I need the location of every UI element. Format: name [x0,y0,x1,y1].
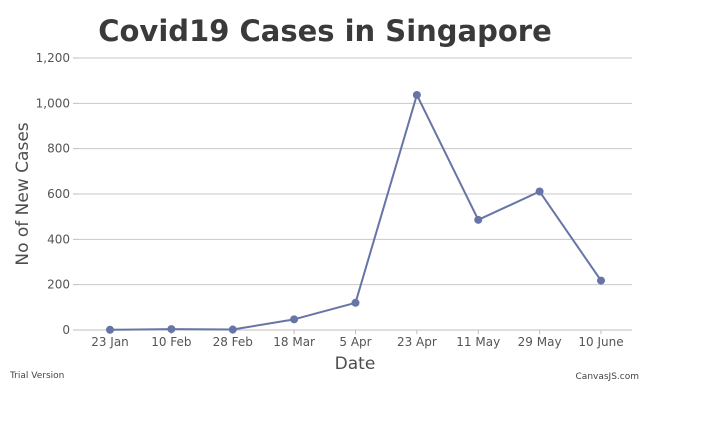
x-tick-label: 28 Feb [213,335,253,349]
y-axis-title: No of New Cases [13,122,33,265]
trial-version-label: Trial Version [9,371,64,381]
x-tick-label: 18 Mar [273,335,315,349]
x-axis-title: Date [335,354,376,374]
x-tick-label: 11 May [456,335,500,349]
data-point[interactable] [290,315,299,324]
x-tick-label: 10 Feb [151,335,191,349]
gridlines [78,57,632,286]
x-tick-label: 23 Jan [91,335,129,349]
y-tick-label: 600 [47,187,70,201]
x-tick-label: 5 Apr [339,335,371,349]
data-point[interactable] [167,325,176,334]
data-point[interactable] [535,187,544,196]
data-point[interactable] [474,215,483,224]
x-tick-label: 23 Apr [397,335,437,349]
data-point[interactable] [228,325,237,334]
tick-labels: 0 200 400 600 800 1,000 1,200 23 Jan 10 Feb 28 Fe… [36,51,624,349]
series-layer [106,90,605,334]
y-tick-label: 400 [47,232,70,246]
data-point[interactable] [106,325,114,334]
y-tick-label: 1,200 [36,51,70,65]
data-point[interactable] [412,90,421,99]
y-tick-label: 0 [62,323,70,337]
canvasjs-credit-link[interactable]: CanvasJS.com [576,372,639,382]
x-tick-label: 29 May [518,335,562,349]
y-tick-label: 800 [47,142,70,156]
x-tick-label: 10 June [578,335,623,349]
y-tick-label: 1,000 [36,96,70,110]
data-point[interactable] [597,276,605,285]
data-point[interactable] [351,298,360,307]
axes [73,57,632,334]
chart-title: Covid19 Cases in Singapore [98,14,552,48]
y-tick-label: 200 [47,278,70,292]
series-line [109,93,602,331]
